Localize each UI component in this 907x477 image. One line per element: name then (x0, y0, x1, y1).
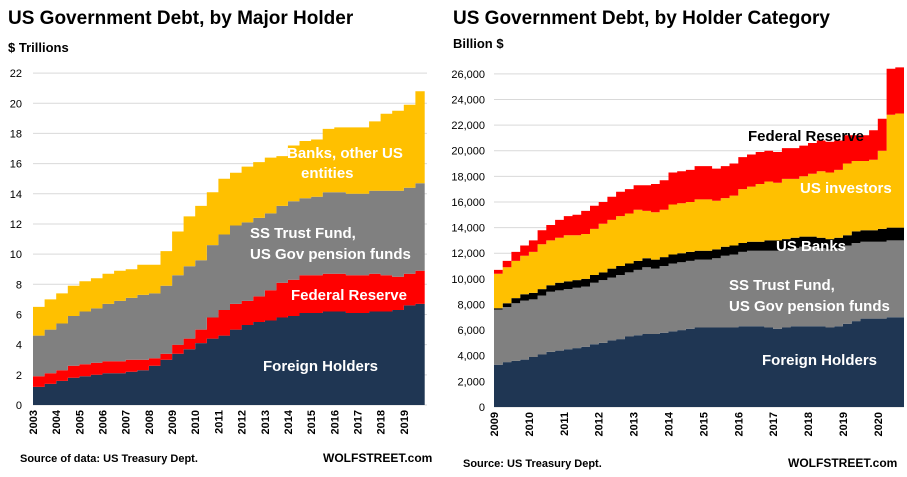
annotations: Banks, other US entities SS Trust Fund, … (250, 145, 411, 375)
y-axis-label: Billion $ (453, 36, 504, 51)
x-tick-label: 2007 (121, 410, 133, 434)
area-federal-reserve (494, 63, 904, 274)
y-tick-label: 8,000 (457, 299, 485, 311)
area-foreign-holders (494, 317, 904, 407)
x-tick-label: 2014 (283, 409, 295, 434)
y-ticks: 0 2,000 4,000 6,000 8,000 10,000 12,000 14,000 1… (451, 69, 485, 414)
annotation-entities: entities (301, 165, 354, 182)
x-tick-label: 2019 (399, 410, 411, 434)
x-tick-label: 2009 (167, 410, 179, 434)
y-tick-label: 14 (10, 189, 22, 201)
x-tick-label: 2010 (190, 410, 202, 434)
annotation-foreign: Foreign Holders (263, 358, 378, 375)
x-tick-label: 2015 (698, 412, 710, 436)
x-tick-label: 2005 (74, 410, 86, 434)
y-tick-label: 8 (16, 279, 22, 291)
y-tick-label: 6 (16, 309, 22, 321)
source-note: Source of data: US Treasury Dept. (20, 453, 198, 465)
y-tick-label: 0 (16, 400, 22, 412)
source-note: Source: US Treasury Dept. (463, 458, 602, 470)
y-tick-label: 16,000 (451, 197, 485, 209)
y-tick-label: 22,000 (451, 120, 485, 132)
x-tick-label: 2013 (629, 412, 641, 436)
annotations: Federal Reserve US investors US Banks SS… (729, 128, 892, 369)
x-tick-label: 2006 (98, 410, 110, 434)
annotation-fed: Federal Reserve (748, 128, 864, 145)
x-tick-label: 2016 (329, 410, 341, 434)
area-us-banks (494, 226, 904, 310)
annotation-fed: Federal Reserve (291, 287, 407, 304)
brand: WOLFSTREET.com (788, 456, 897, 470)
annotation-banks: Banks, other US (287, 145, 403, 162)
y-tick-label: 24,000 (451, 94, 485, 106)
y-tick-label: 16 (10, 159, 22, 171)
x-tick-label: 2017 (353, 410, 365, 434)
y-tick-label: 20 (10, 98, 22, 110)
x-tick-label: 2011 (213, 410, 225, 434)
area-federal-reserve (33, 267, 425, 387)
stacked-areas (494, 63, 904, 407)
y-tick-label: 4,000 (457, 351, 485, 363)
brand: WOLFSTREET.com (323, 451, 432, 465)
y-tick-label: 4 (16, 340, 22, 352)
area-ss-trust-fund-us-gov-pension-funds (33, 178, 425, 377)
x-tick-label: 2012 (237, 410, 249, 434)
y-tick-label: 14,000 (451, 223, 485, 235)
annotation-ss-trust: SS Trust Fund, (729, 277, 835, 294)
annotation-pension: US Gov pension funds (729, 298, 890, 315)
chart-title: US Government Debt, by Holder Category (453, 8, 830, 29)
x-tick-label: 2013 (260, 410, 272, 434)
y-tick-label: 18,000 (451, 171, 485, 183)
x-tick-label: 2003 (28, 410, 40, 434)
y-ticks: 0 2 4 6 8 10 12 14 16 18 20 22 (10, 68, 22, 412)
x-tick-label: 2009 (489, 412, 501, 436)
area-banks-other-us-entities (33, 58, 425, 336)
annotation-ss-trust: SS Trust Fund, (250, 225, 356, 242)
x-tick-label: 2015 (306, 410, 318, 434)
y-tick-label: 12 (10, 219, 22, 231)
x-tick-label: 2008 (144, 410, 156, 434)
x-tick-label: 2019 (838, 412, 850, 436)
y-tick-label: 2 (16, 370, 22, 382)
x-tick-label: 2017 (768, 412, 780, 436)
x-tick-label: 2004 (51, 409, 63, 434)
y-tick-label: 20,000 (451, 146, 485, 158)
chart-major-holder: US Government Debt, by Major Holder $ Tr… (8, 8, 432, 465)
x-tick-label: 2018 (803, 412, 815, 436)
area-ss-trust-fund-us-gov-pension-funds (494, 239, 904, 365)
chart-holder-category: US Government Debt, by Holder Category B… (451, 8, 904, 470)
y-tick-label: 22 (10, 68, 22, 80)
area-foreign-holders (33, 302, 425, 405)
y-tick-label: 2,000 (457, 376, 485, 388)
annotation-pension: US Gov pension funds (250, 246, 411, 263)
stacked-areas (33, 58, 425, 405)
x-tick-label: 2018 (376, 410, 388, 434)
y-tick-label: 0 (479, 402, 485, 414)
y-tick-label: 26,000 (451, 69, 485, 81)
area-us-investors (494, 113, 904, 309)
y-tick-label: 12,000 (451, 248, 485, 260)
y-tick-label: 10 (10, 249, 22, 261)
x-tick-label: 2010 (524, 412, 536, 436)
x-ticks: 2003 2004 2005 2006 2007 2008 2009 2010 2011 2012… (28, 409, 411, 434)
y-axis-label: $ Trillions (8, 40, 69, 55)
y-tick-label: 18 (10, 128, 22, 140)
x-tick-label: 2011 (559, 412, 571, 436)
chart-title: US Government Debt, by Major Holder (8, 8, 354, 29)
x-tick-label: 2012 (594, 412, 606, 436)
x-tick-label: 2014 (664, 411, 676, 436)
x-tick-label: 2020 (873, 412, 885, 436)
annotation-us-investors: US investors (800, 180, 892, 197)
x-ticks: 2009 2010 2011 2012 2013 2014 2015 2016 2017 2018… (489, 411, 885, 436)
annotation-us-banks: US Banks (776, 238, 846, 255)
y-tick-label: 10,000 (451, 274, 485, 286)
annotation-foreign: Foreign Holders (762, 352, 877, 369)
x-tick-label: 2016 (733, 412, 745, 436)
y-tick-label: 6,000 (457, 325, 485, 337)
